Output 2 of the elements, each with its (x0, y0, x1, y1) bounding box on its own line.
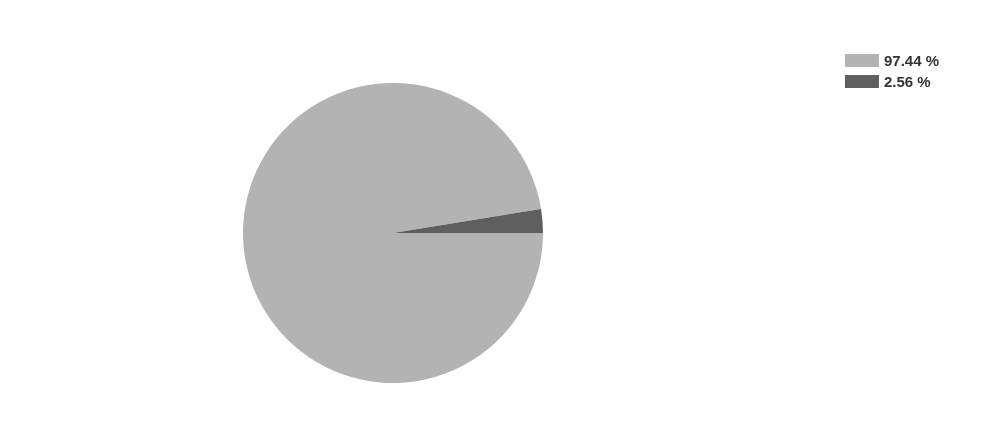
legend-label: 97.44 % (883, 52, 940, 69)
legend-label: 2.56 % (883, 73, 931, 90)
